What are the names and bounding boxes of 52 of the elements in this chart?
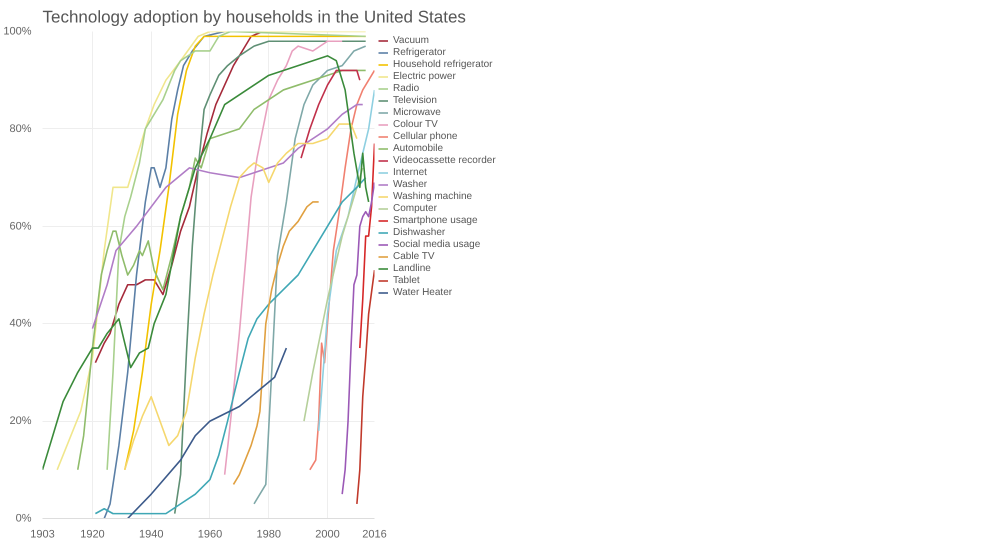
- legend-label: Television: [393, 95, 437, 106]
- legend-label: Computer: [393, 203, 437, 214]
- x-tick-label: 1960: [198, 528, 222, 540]
- line-series: [341, 182, 374, 495]
- line-series: [300, 70, 361, 159]
- legend-label: Automobile: [393, 143, 444, 154]
- line-series: [92, 104, 364, 330]
- line-series: [224, 40, 343, 476]
- legend-label: Electric power: [393, 71, 456, 82]
- line-series: [103, 32, 226, 518]
- line-series: [94, 176, 366, 514]
- x-tick-label: 2000: [315, 528, 340, 540]
- x-tick-label: 1980: [256, 528, 281, 540]
- line-series: [359, 142, 374, 349]
- legend-label: Smartphone usage: [393, 215, 478, 226]
- y-tick-label: 80%: [9, 122, 32, 135]
- legend-label: Vacuum: [393, 35, 429, 46]
- legend-label: Radio: [393, 83, 420, 94]
- line-series: [253, 45, 366, 505]
- legend-label: Refrigerator: [393, 47, 446, 58]
- legend-label: Colour TV: [393, 119, 438, 130]
- legend-label: Water Heater: [393, 287, 452, 298]
- chart-title: Technology adoption by households in the United States: [42, 8, 466, 26]
- x-tick-label: 1940: [138, 528, 164, 540]
- legend-label: Washing machine: [393, 191, 472, 202]
- legend-label: Microwave: [393, 107, 441, 118]
- legend-label: Cellular phone: [393, 131, 458, 142]
- y-tick-label: 20%: [9, 415, 32, 428]
- y-tick-label: 0%: [16, 512, 32, 524]
- line-series: [126, 347, 288, 518]
- line-series: [174, 40, 366, 514]
- legend-label: Tablet: [393, 275, 420, 286]
- x-tick-label: 1920: [80, 528, 105, 540]
- line-series: [356, 269, 374, 505]
- legend-label: Internet: [393, 167, 427, 178]
- legend-label: Household refrigerator: [393, 59, 492, 70]
- line-series: [309, 70, 374, 471]
- line-series: [303, 167, 364, 422]
- y-tick-label: 60%: [9, 220, 32, 232]
- legend-label: Videocassette recorder: [393, 155, 496, 166]
- y-tick-label: 100%: [3, 26, 32, 38]
- line-series: [124, 123, 358, 471]
- y-tick-label: 40%: [9, 318, 32, 330]
- legend-label: Cable TV: [393, 251, 435, 262]
- x-tick-label: 2016: [362, 528, 387, 540]
- legend-label: Dishwasher: [393, 227, 446, 238]
- legend-label: Washer: [393, 179, 428, 190]
- x-tick-label: 1903: [30, 528, 55, 540]
- legend-label: Social media usage: [393, 239, 480, 250]
- line-series: [318, 89, 374, 432]
- legend-label: Landline: [393, 263, 431, 274]
- line-series: [232, 201, 320, 486]
